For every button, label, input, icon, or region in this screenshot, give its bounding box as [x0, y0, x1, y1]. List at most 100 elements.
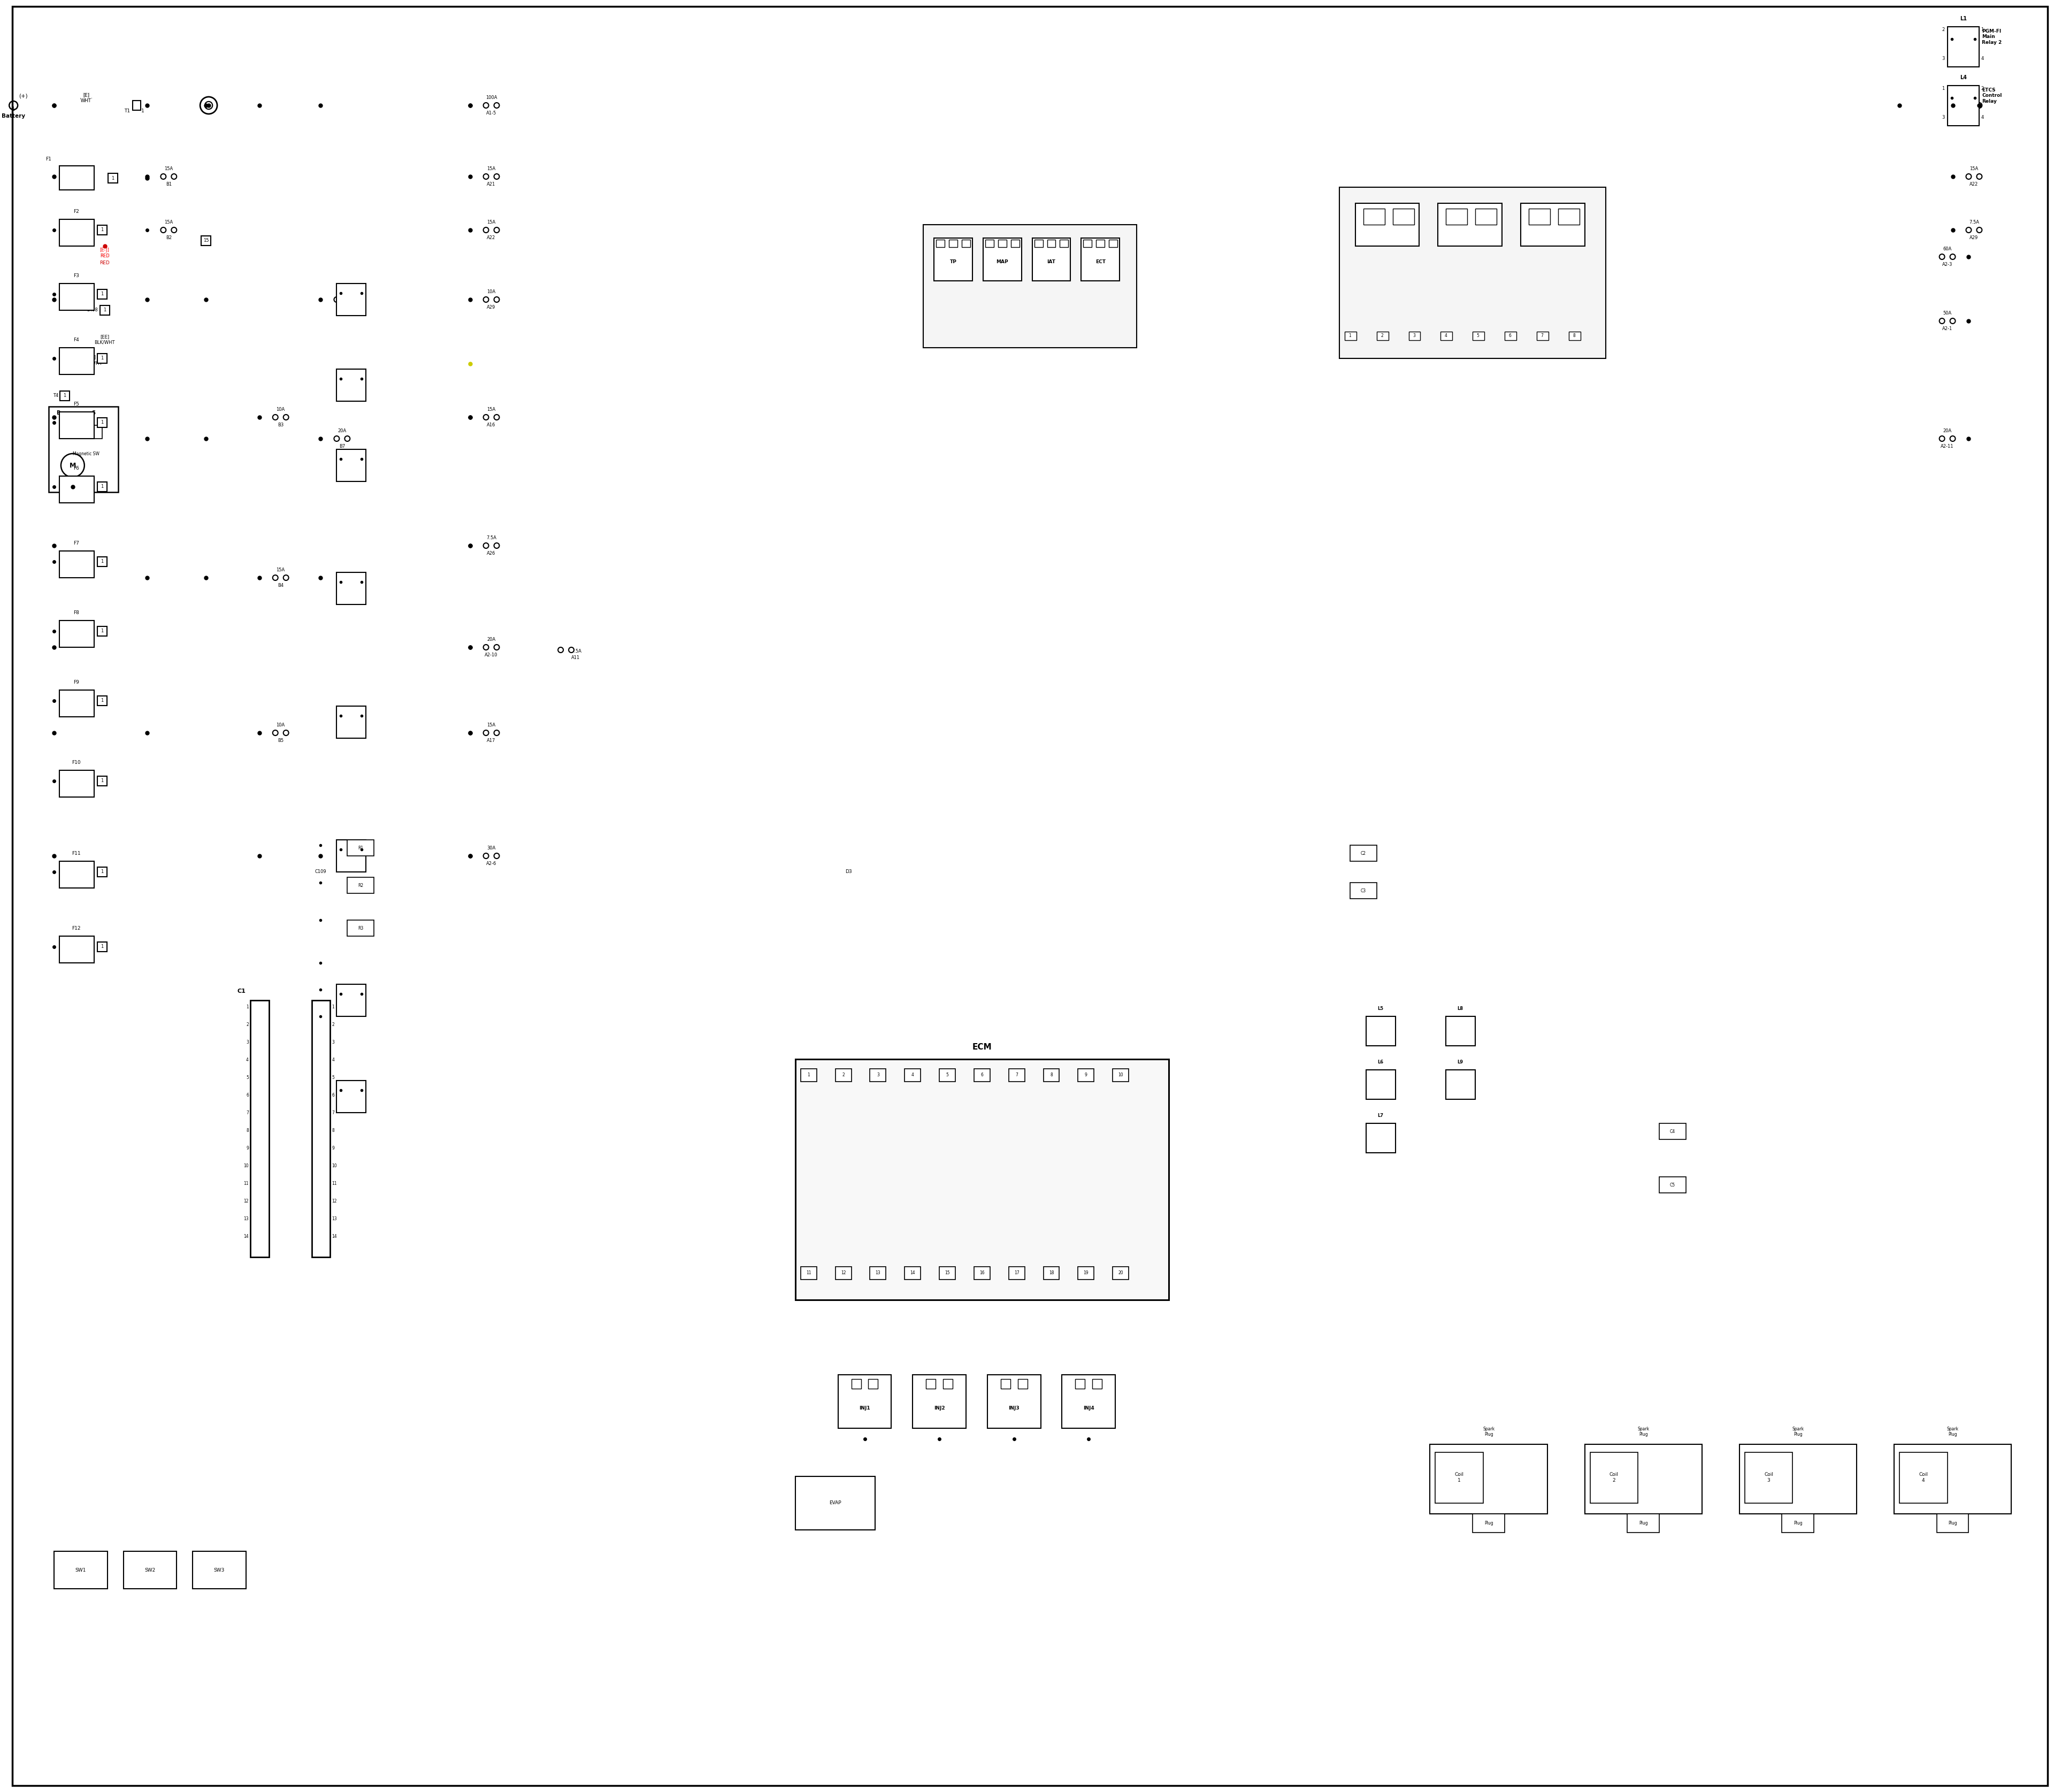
Circle shape	[283, 729, 290, 735]
Text: 5: 5	[333, 1075, 335, 1081]
Bar	[1078, 1267, 1095, 1279]
Text: 20A: 20A	[487, 638, 495, 642]
Text: Coil
1: Coil 1	[1454, 1473, 1465, 1482]
Text: R1: R1	[357, 846, 364, 849]
Circle shape	[273, 414, 277, 419]
Text: C2: C2	[1360, 851, 1366, 855]
Text: 8: 8	[1573, 333, 1575, 339]
Circle shape	[495, 853, 499, 858]
Text: 1: 1	[101, 484, 103, 489]
Bar	[60, 620, 94, 647]
Text: Spark
Plug: Spark Plug	[1637, 1426, 1649, 1437]
Bar	[109, 174, 117, 183]
Text: 15A: 15A	[277, 568, 286, 572]
Text: 9: 9	[333, 1145, 335, 1150]
Circle shape	[62, 453, 84, 477]
Bar	[937, 240, 945, 247]
Text: A21: A21	[487, 181, 495, 186]
Bar	[1031, 238, 1070, 281]
Bar	[1366, 1124, 1395, 1152]
Text: ECT: ECT	[1095, 260, 1105, 265]
Text: 11: 11	[244, 1181, 249, 1186]
Text: 4: 4	[1980, 56, 1984, 61]
Circle shape	[283, 414, 290, 419]
Text: 15A: 15A	[164, 220, 173, 224]
Circle shape	[483, 102, 489, 108]
Bar	[1430, 1444, 1547, 1514]
Circle shape	[1939, 435, 1945, 441]
Text: M: M	[70, 462, 76, 470]
Text: 30A: 30A	[487, 846, 495, 851]
Bar	[97, 482, 107, 491]
Text: F4: F4	[74, 337, 80, 342]
Bar	[60, 862, 94, 889]
Bar	[904, 1068, 920, 1082]
Text: [E]: [E]	[82, 93, 90, 99]
Text: 13: 13	[244, 1217, 249, 1220]
Bar	[1043, 1267, 1060, 1279]
Bar	[64, 425, 103, 439]
Text: 1: 1	[807, 1073, 809, 1077]
Text: 1: 1	[101, 629, 103, 634]
Text: 2: 2	[1980, 86, 1984, 91]
Text: Spark
Plug: Spark Plug	[1791, 1426, 1803, 1437]
Circle shape	[1976, 174, 1982, 179]
Text: Starter: Starter	[58, 495, 76, 500]
Text: C5: C5	[1670, 1183, 1676, 1188]
Text: S: S	[92, 410, 97, 416]
Text: [E]
WHT: [E] WHT	[80, 93, 90, 104]
Text: A2-11: A2-11	[1941, 444, 1953, 448]
Text: 5: 5	[246, 1075, 249, 1081]
Text: 8: 8	[333, 1129, 335, 1133]
Text: 10A: 10A	[487, 289, 495, 294]
Text: Plug: Plug	[1485, 1521, 1493, 1525]
Text: INJ2: INJ2	[935, 1405, 945, 1410]
Text: C3: C3	[1360, 889, 1366, 892]
Circle shape	[1949, 319, 1955, 324]
Text: SW3: SW3	[214, 1568, 224, 1572]
Text: F10: F10	[72, 760, 80, 765]
Bar	[1627, 1514, 1660, 1532]
Text: 14: 14	[244, 1235, 249, 1238]
Text: 8: 8	[1050, 1073, 1052, 1077]
Text: 7: 7	[1015, 1073, 1019, 1077]
Bar	[1947, 86, 1980, 125]
Text: 4: 4	[1444, 333, 1448, 339]
Text: D3: D3	[846, 869, 852, 874]
Circle shape	[483, 228, 489, 233]
Bar	[949, 240, 957, 247]
Text: INJ4: INJ4	[1082, 1405, 1095, 1410]
Text: 1: 1	[246, 1005, 249, 1009]
Bar	[101, 305, 109, 315]
Text: 7.5A: 7.5A	[571, 649, 581, 654]
Text: 7.5A: 7.5A	[1970, 220, 1980, 224]
Text: 6: 6	[1510, 333, 1512, 339]
Bar	[1093, 1380, 1103, 1389]
Text: F6: F6	[74, 466, 80, 471]
Bar	[1438, 202, 1501, 246]
Circle shape	[483, 543, 489, 548]
Text: 7.5A: 7.5A	[337, 289, 347, 294]
Text: 13: 13	[333, 1217, 337, 1220]
Text: 1: 1	[101, 944, 103, 950]
Text: A2-3: A2-3	[1943, 262, 1953, 267]
Text: 6: 6	[246, 1093, 249, 1098]
Text: F9: F9	[74, 679, 80, 685]
Circle shape	[495, 543, 499, 548]
Text: 3: 3	[877, 1073, 879, 1077]
Bar	[123, 1552, 177, 1590]
Bar	[1017, 1380, 1027, 1389]
Text: A22: A22	[1970, 181, 1978, 186]
Bar	[801, 1267, 817, 1279]
Bar	[904, 1267, 920, 1279]
Circle shape	[483, 414, 489, 419]
Bar	[869, 1380, 877, 1389]
Text: 9: 9	[1085, 1073, 1087, 1077]
Circle shape	[160, 228, 166, 233]
Bar	[337, 369, 366, 401]
Circle shape	[495, 414, 499, 419]
Text: 7.5A: 7.5A	[487, 536, 497, 539]
Bar	[251, 1000, 269, 1256]
Text: Plug: Plug	[1793, 1521, 1803, 1525]
Text: A2-10: A2-10	[485, 652, 497, 658]
